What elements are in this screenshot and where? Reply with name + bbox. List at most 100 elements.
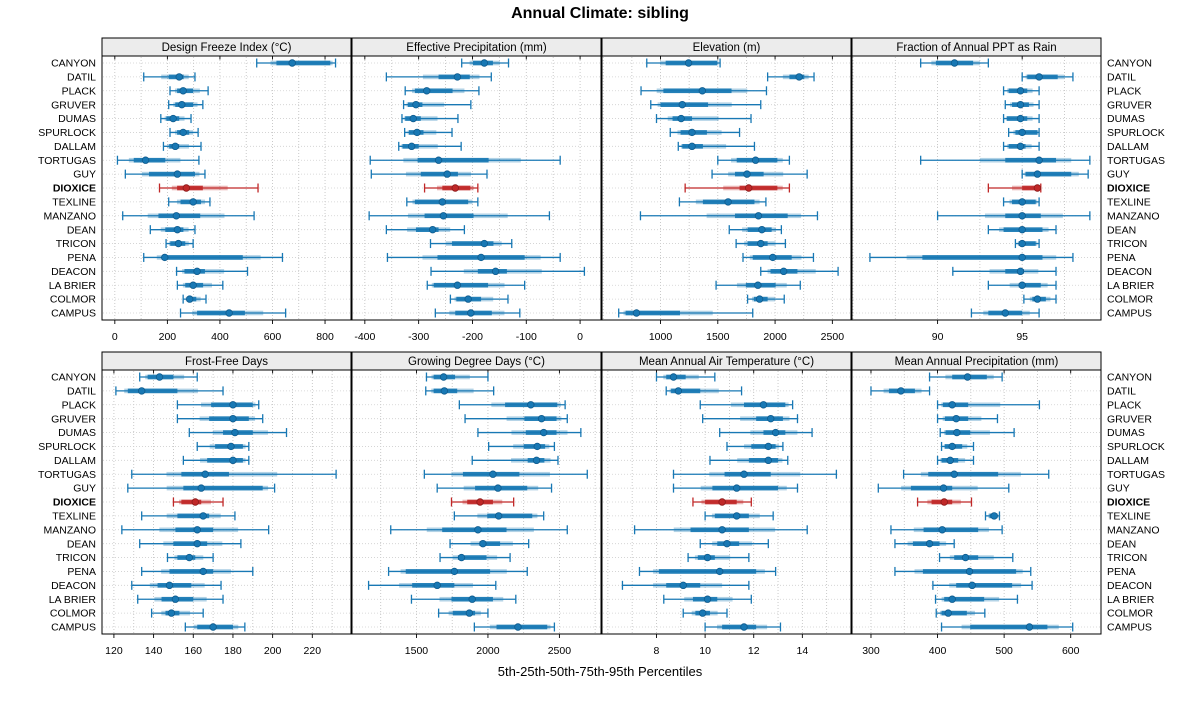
band-interquartile <box>276 60 331 66</box>
band-interquartile <box>412 583 455 588</box>
median-dot <box>703 595 712 603</box>
page-title: Annual Climate: sibling <box>511 5 689 22</box>
percentile-interval-dallam <box>162 141 202 151</box>
percentile-interval-colmor <box>746 294 785 304</box>
station-label: TEXLINE <box>52 196 96 208</box>
percentile-interval-dioxice <box>423 183 479 193</box>
median-dot <box>755 295 764 303</box>
percentile-interval-la-brier <box>426 280 526 290</box>
station-label: COLMOR <box>50 294 97 306</box>
median-dot <box>688 128 696 137</box>
percentile-interval-canyon <box>425 372 489 382</box>
percentile-interval-campus <box>473 622 556 632</box>
band-interquartile <box>1025 171 1072 177</box>
median-dot <box>428 225 437 234</box>
band-interquartile <box>663 88 732 94</box>
median-dot <box>1018 225 1026 234</box>
band-interquartile <box>956 583 1013 588</box>
axis-tick-label: 1500 <box>405 645 429 657</box>
station-label: SPURLOCK <box>38 441 96 453</box>
median-dot <box>229 456 237 465</box>
percentile-interval-datil <box>385 72 492 82</box>
station-label: TEXLINE <box>1107 510 1151 522</box>
percentile-interval-pena <box>386 252 561 262</box>
median-dot <box>193 267 201 276</box>
station-label: GUY <box>1107 169 1130 181</box>
station-label: PENA <box>1107 252 1136 264</box>
percentile-interval-canyon <box>655 372 716 382</box>
percentile-interval-dean <box>449 539 530 549</box>
percentile-interval-tricon <box>439 553 511 563</box>
percentile-interval-deacon <box>131 580 222 590</box>
median-dot <box>715 567 724 576</box>
station-label: DATIL <box>67 385 96 397</box>
median-dot <box>669 373 678 381</box>
station-label: DEAN <box>1107 538 1136 550</box>
median-dot <box>185 553 194 562</box>
median-dot <box>1018 212 1026 220</box>
station-label: CANYON <box>51 58 96 70</box>
median-dot <box>532 456 541 465</box>
median-dot <box>965 567 974 576</box>
percentile-interval-guy <box>877 483 1010 493</box>
median-dot <box>434 156 443 164</box>
percentile-interval-manzano <box>390 525 568 535</box>
percentile-interval-datil <box>1021 72 1074 82</box>
percentile-interval-canyon <box>139 372 198 382</box>
station-label: DEAN <box>67 224 96 236</box>
median-dot <box>950 470 958 478</box>
percentile-interval-dallam <box>182 455 250 465</box>
percentile-interval-canyon <box>928 372 1003 382</box>
median-dot <box>169 114 177 123</box>
axis-tick-label: 95 <box>1016 331 1028 343</box>
percentile-interval-tortugas <box>902 469 1050 479</box>
band-interquartile <box>944 596 985 602</box>
median-dot <box>1018 281 1026 289</box>
percentile-interval-dumas <box>719 428 813 438</box>
station-label: PENA <box>1107 566 1136 578</box>
axis-tick-label: -100 <box>516 331 537 343</box>
percentile-interval-tortugas <box>116 155 200 165</box>
median-dot <box>1033 170 1042 178</box>
percentile-interval-tortugas <box>423 469 588 479</box>
percentile-interval-datil <box>870 386 931 396</box>
percentile-interval-dioxice <box>692 497 752 507</box>
median-dot <box>703 553 712 562</box>
percentile-interval-dioxice <box>916 497 973 507</box>
percentile-interval-dean <box>987 225 1057 235</box>
percentile-interval-gruver <box>702 414 799 424</box>
median-dot <box>754 281 762 289</box>
axis-tick-label: 200 <box>264 645 282 657</box>
panel-title: Design Freeze Index (°C) <box>162 42 292 54</box>
band-interquartile <box>415 227 439 232</box>
station-label: GRUVER <box>1107 99 1152 111</box>
percentile-interval-dioxice <box>158 183 259 193</box>
percentile-interval-gruver <box>168 100 204 110</box>
percentile-interval-gruver <box>464 414 568 424</box>
percentile-interval-dumas <box>939 428 1015 438</box>
median-dot <box>718 498 726 506</box>
median-dot <box>939 484 948 492</box>
percentile-interval-tortugas <box>717 155 791 165</box>
axis-tick-label: 2500 <box>821 331 845 343</box>
median-dot <box>779 267 788 276</box>
percentile-interval-deacon <box>621 580 750 590</box>
station-label: GUY <box>73 483 96 495</box>
station-label: GRUVER <box>1107 413 1152 425</box>
percentile-interval-dean <box>894 539 955 549</box>
median-dot <box>764 456 773 465</box>
percentile-interval-guy <box>711 169 808 179</box>
band-interquartile <box>751 444 776 449</box>
station-label: CANYON <box>1107 372 1152 384</box>
percentile-interval-colmor <box>935 608 986 618</box>
median-dot <box>771 428 780 437</box>
station-label: DATIL <box>1107 71 1136 83</box>
axis-tick-label: 300 <box>862 645 880 657</box>
station-label: CANYON <box>1107 58 1152 70</box>
station-label: CAMPUS <box>1107 308 1152 320</box>
station-label: DEAN <box>1107 224 1136 236</box>
axis-tick-label: 1500 <box>706 331 730 343</box>
percentile-interval-dean <box>699 539 769 549</box>
station-label: DUMAS <box>58 427 96 439</box>
percentile-interval-manzano <box>122 211 255 221</box>
